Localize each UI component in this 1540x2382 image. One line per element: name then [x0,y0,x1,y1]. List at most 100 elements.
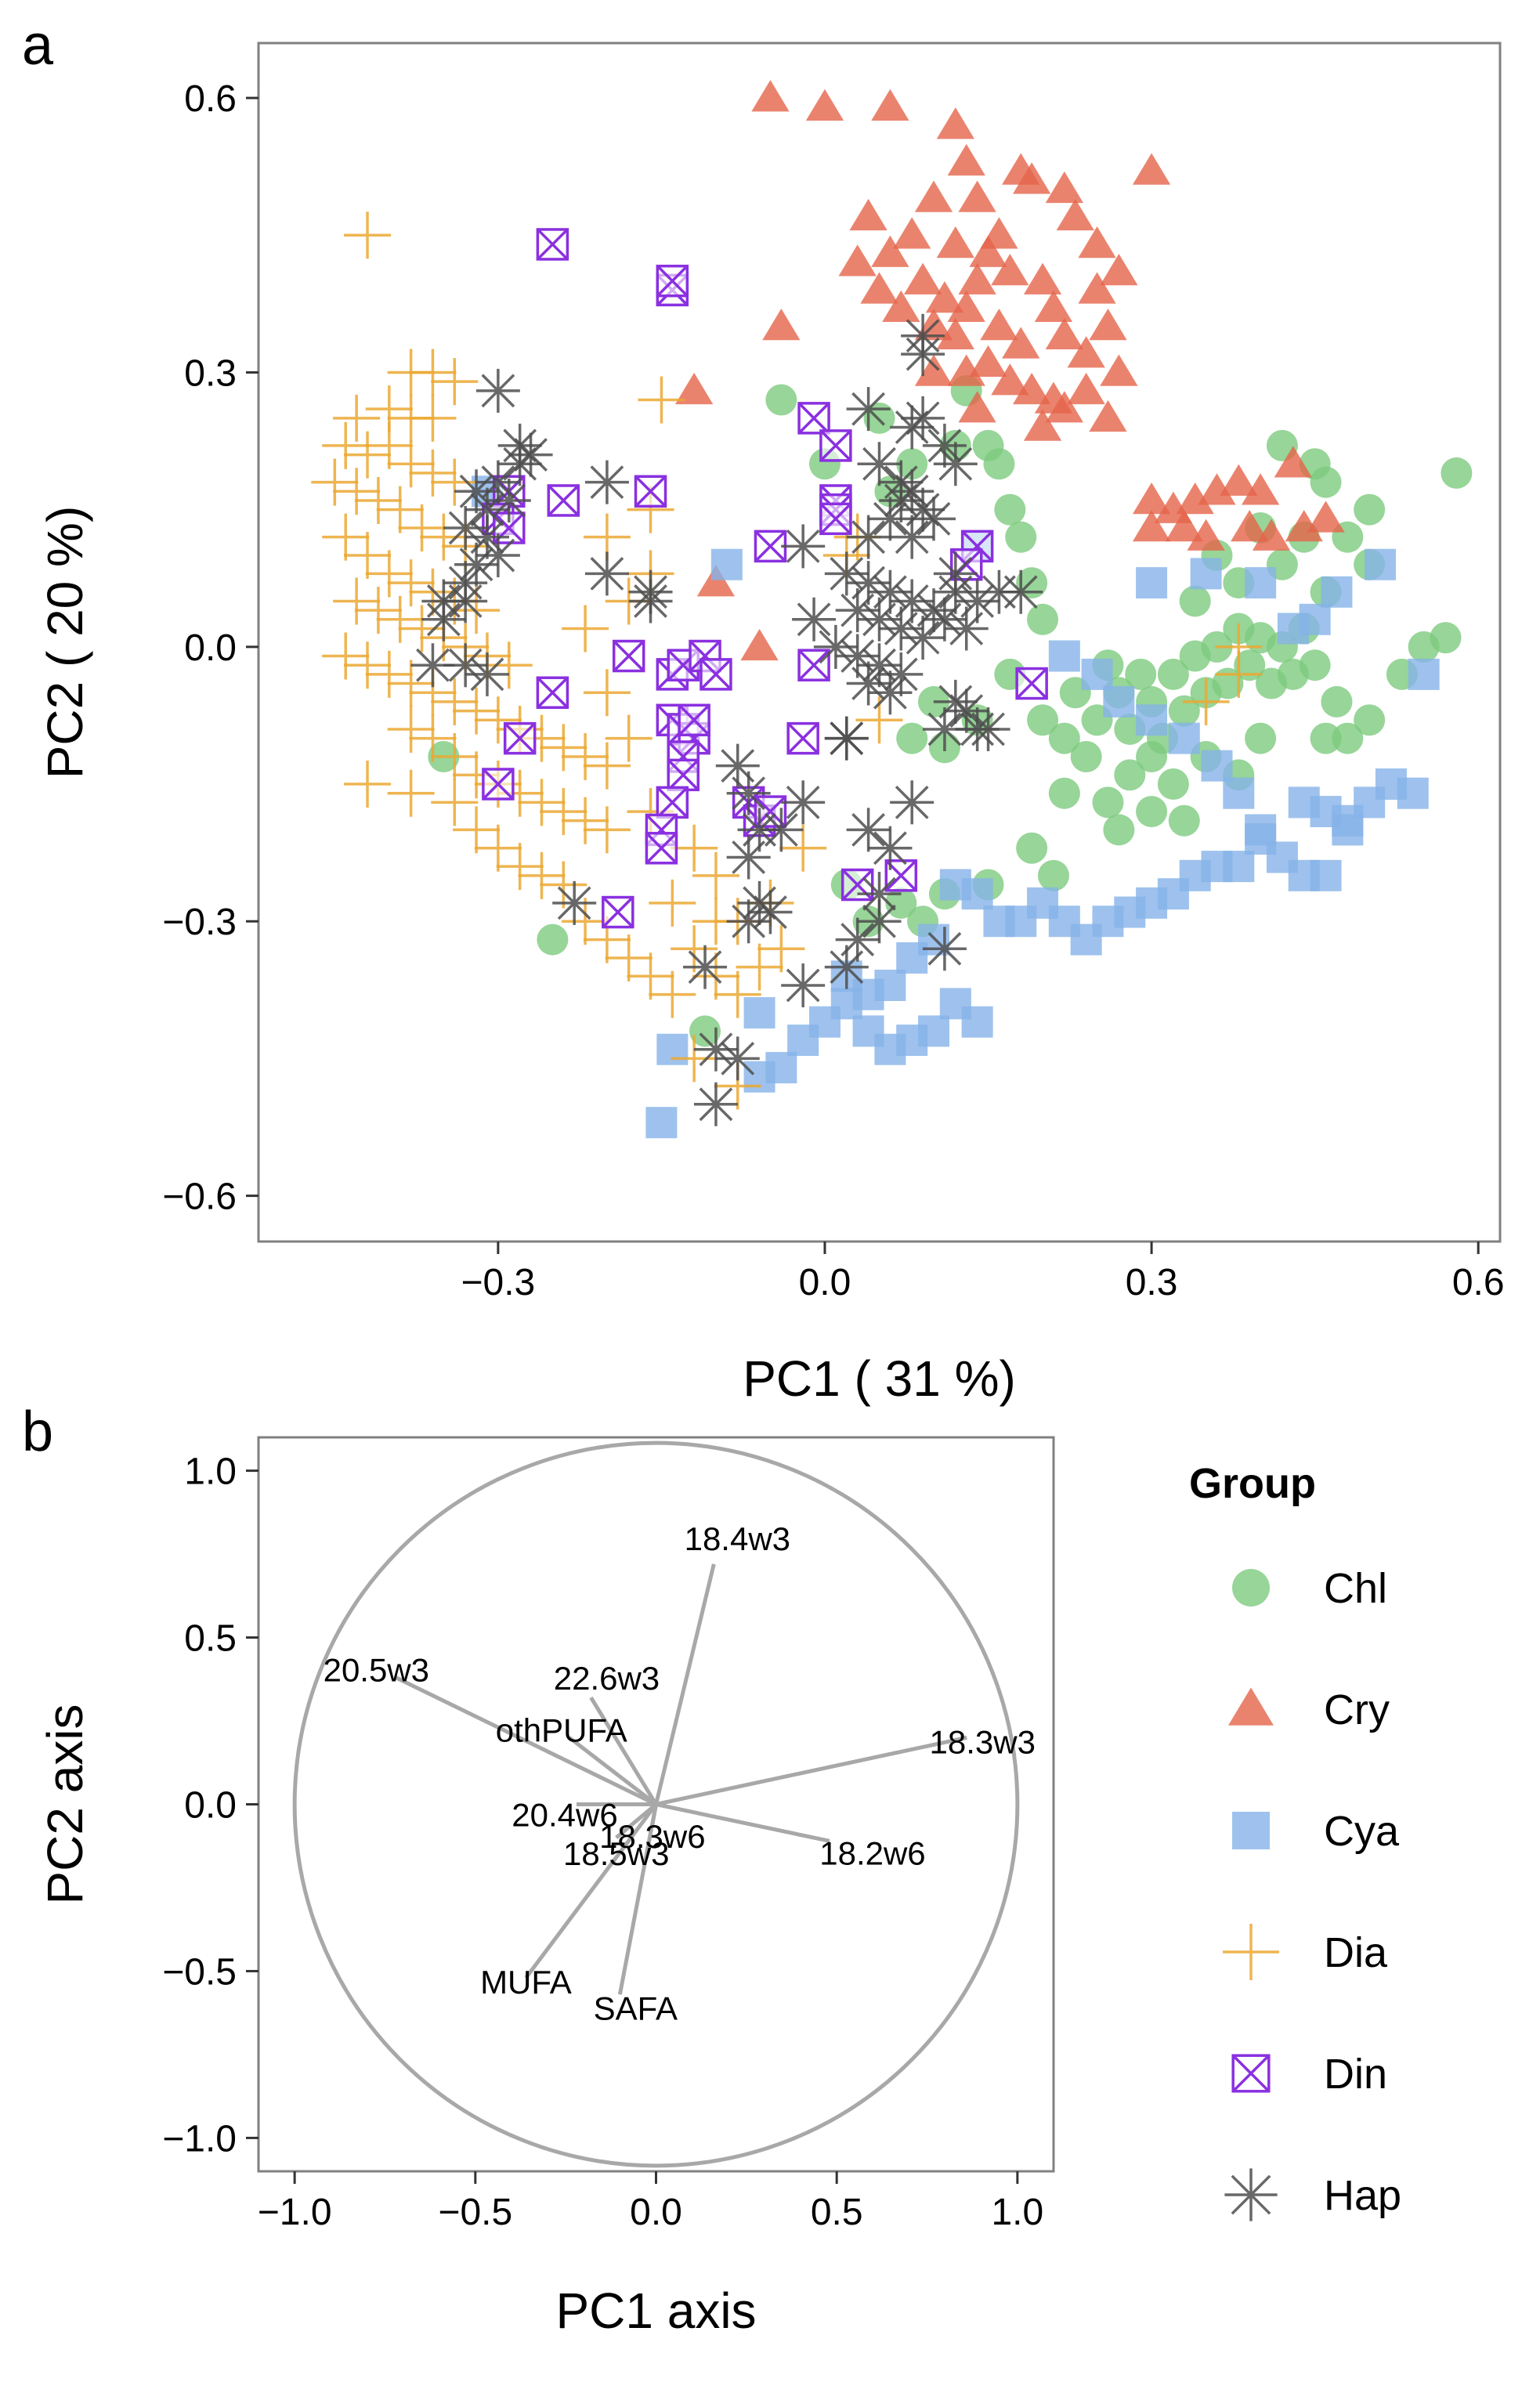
point-Cry [1056,198,1094,231]
point-Cya [939,869,971,901]
point-Dia [638,376,685,424]
point-Chl [1048,722,1080,754]
point-Cry [871,89,909,121]
point-Cry [1198,473,1236,505]
point-Cry [936,107,974,139]
point-Dia [322,513,370,561]
point-Dia [409,714,457,762]
point-Cry [980,309,1018,341]
point-Cry [674,372,714,405]
point-Din [656,264,689,298]
loading-label-SAFA: SAFA [594,1990,678,2026]
panel-a-x-tick-label: −0.3 [461,1262,535,1303]
point-Din [656,786,689,819]
point-Hap [628,579,673,624]
point-Dia [1182,678,1230,725]
loading-line-SAFA [617,1804,658,1995]
point-Cry [991,253,1029,286]
point-Hap [922,707,967,751]
point-Dia [344,431,392,479]
panel-b-y-tick-label: 1.0 [184,1451,237,1493]
point-Cya [656,1033,689,1065]
legend-key-Hap [1224,2168,1278,2221]
loading-label-18.3w6: 18.3w6 [599,1818,705,1855]
point-Cya [1136,704,1168,736]
point-Chl [1441,457,1473,489]
point-Hap [584,551,629,596]
point-Hap [922,597,967,642]
point-Dia [540,724,587,772]
point-Hap [693,1082,738,1126]
point-Dia [387,705,435,753]
point-Cry [1023,262,1062,295]
point-Cry [1078,272,1116,304]
panel-b-loading-lines [395,1563,967,1995]
point-Chl [1037,859,1069,891]
point-Dia [431,358,479,406]
point-Hap [857,597,902,642]
point-Dia [387,769,435,817]
point-Dia [322,632,370,680]
point-Dia [671,824,718,872]
series-Chl [428,374,1473,1047]
panel-b-y-tick-label: −0.5 [162,1951,237,1993]
point-Hap [901,332,945,377]
point-Cry [860,272,898,304]
point-Hap [868,497,913,541]
point-Cry [925,281,964,313]
point-Dia [344,211,392,259]
point-Cry [914,354,953,386]
point-Dia [431,458,479,506]
point-Hap [944,689,989,733]
point-Din [819,429,852,462]
point-Hap [922,423,967,468]
point-Hap [846,661,891,706]
point-Cry [1307,501,1345,533]
point-Cry [947,354,985,386]
point-Din [536,676,569,709]
point-Din [1015,667,1048,700]
point-Dia [605,934,653,981]
point-Dia [398,504,446,552]
panel-a-y-tick-label: 0.3 [184,352,237,394]
point-Cya [961,1006,993,1038]
point-Hap [835,634,880,678]
point-Hap [922,927,967,971]
legend-item-Cry: Cry [1228,1686,1390,1733]
legend-item-Chl: Chl [1232,1565,1387,1612]
point-Dia [344,642,392,689]
point-Hap [879,606,924,651]
point-Hap [465,652,509,696]
point-Hap [890,579,934,624]
point-Dia [387,660,435,707]
point-Hap [759,808,804,852]
point-Hap [748,890,793,934]
point-Cry [1132,482,1171,515]
point-Dia [671,1035,718,1083]
point-Cry [1045,391,1084,423]
point-Cya [743,1061,775,1093]
point-Dia [453,687,501,735]
legend-key-Cry [1228,1687,1274,1726]
point-Chl [1310,722,1342,754]
point-Hap [890,405,934,450]
legend-label-Din: Din [1324,2051,1387,2098]
point-Dia [376,595,424,643]
legend-label-Chl: Chl [1324,1565,1387,1612]
point-Dia [649,971,696,1018]
panel-label-b: b [22,1401,53,1463]
point-Cry [1165,510,1203,542]
point-Chl [896,722,928,754]
point-Hap [454,469,499,514]
point-Dia [365,550,413,598]
panel-b-x-tick-label: −1.0 [258,2192,332,2233]
point-Dia [779,824,827,872]
point-Dia [344,761,392,808]
point-Dia [540,788,587,836]
panel-a-y-tick-label: 0.0 [184,627,237,669]
point-Cya [918,1015,950,1047]
legend-label-Hap: Hap [1324,2172,1401,2219]
point-Chl [1157,658,1189,690]
point-Hap [999,569,1043,614]
point-Cry [1023,409,1062,441]
